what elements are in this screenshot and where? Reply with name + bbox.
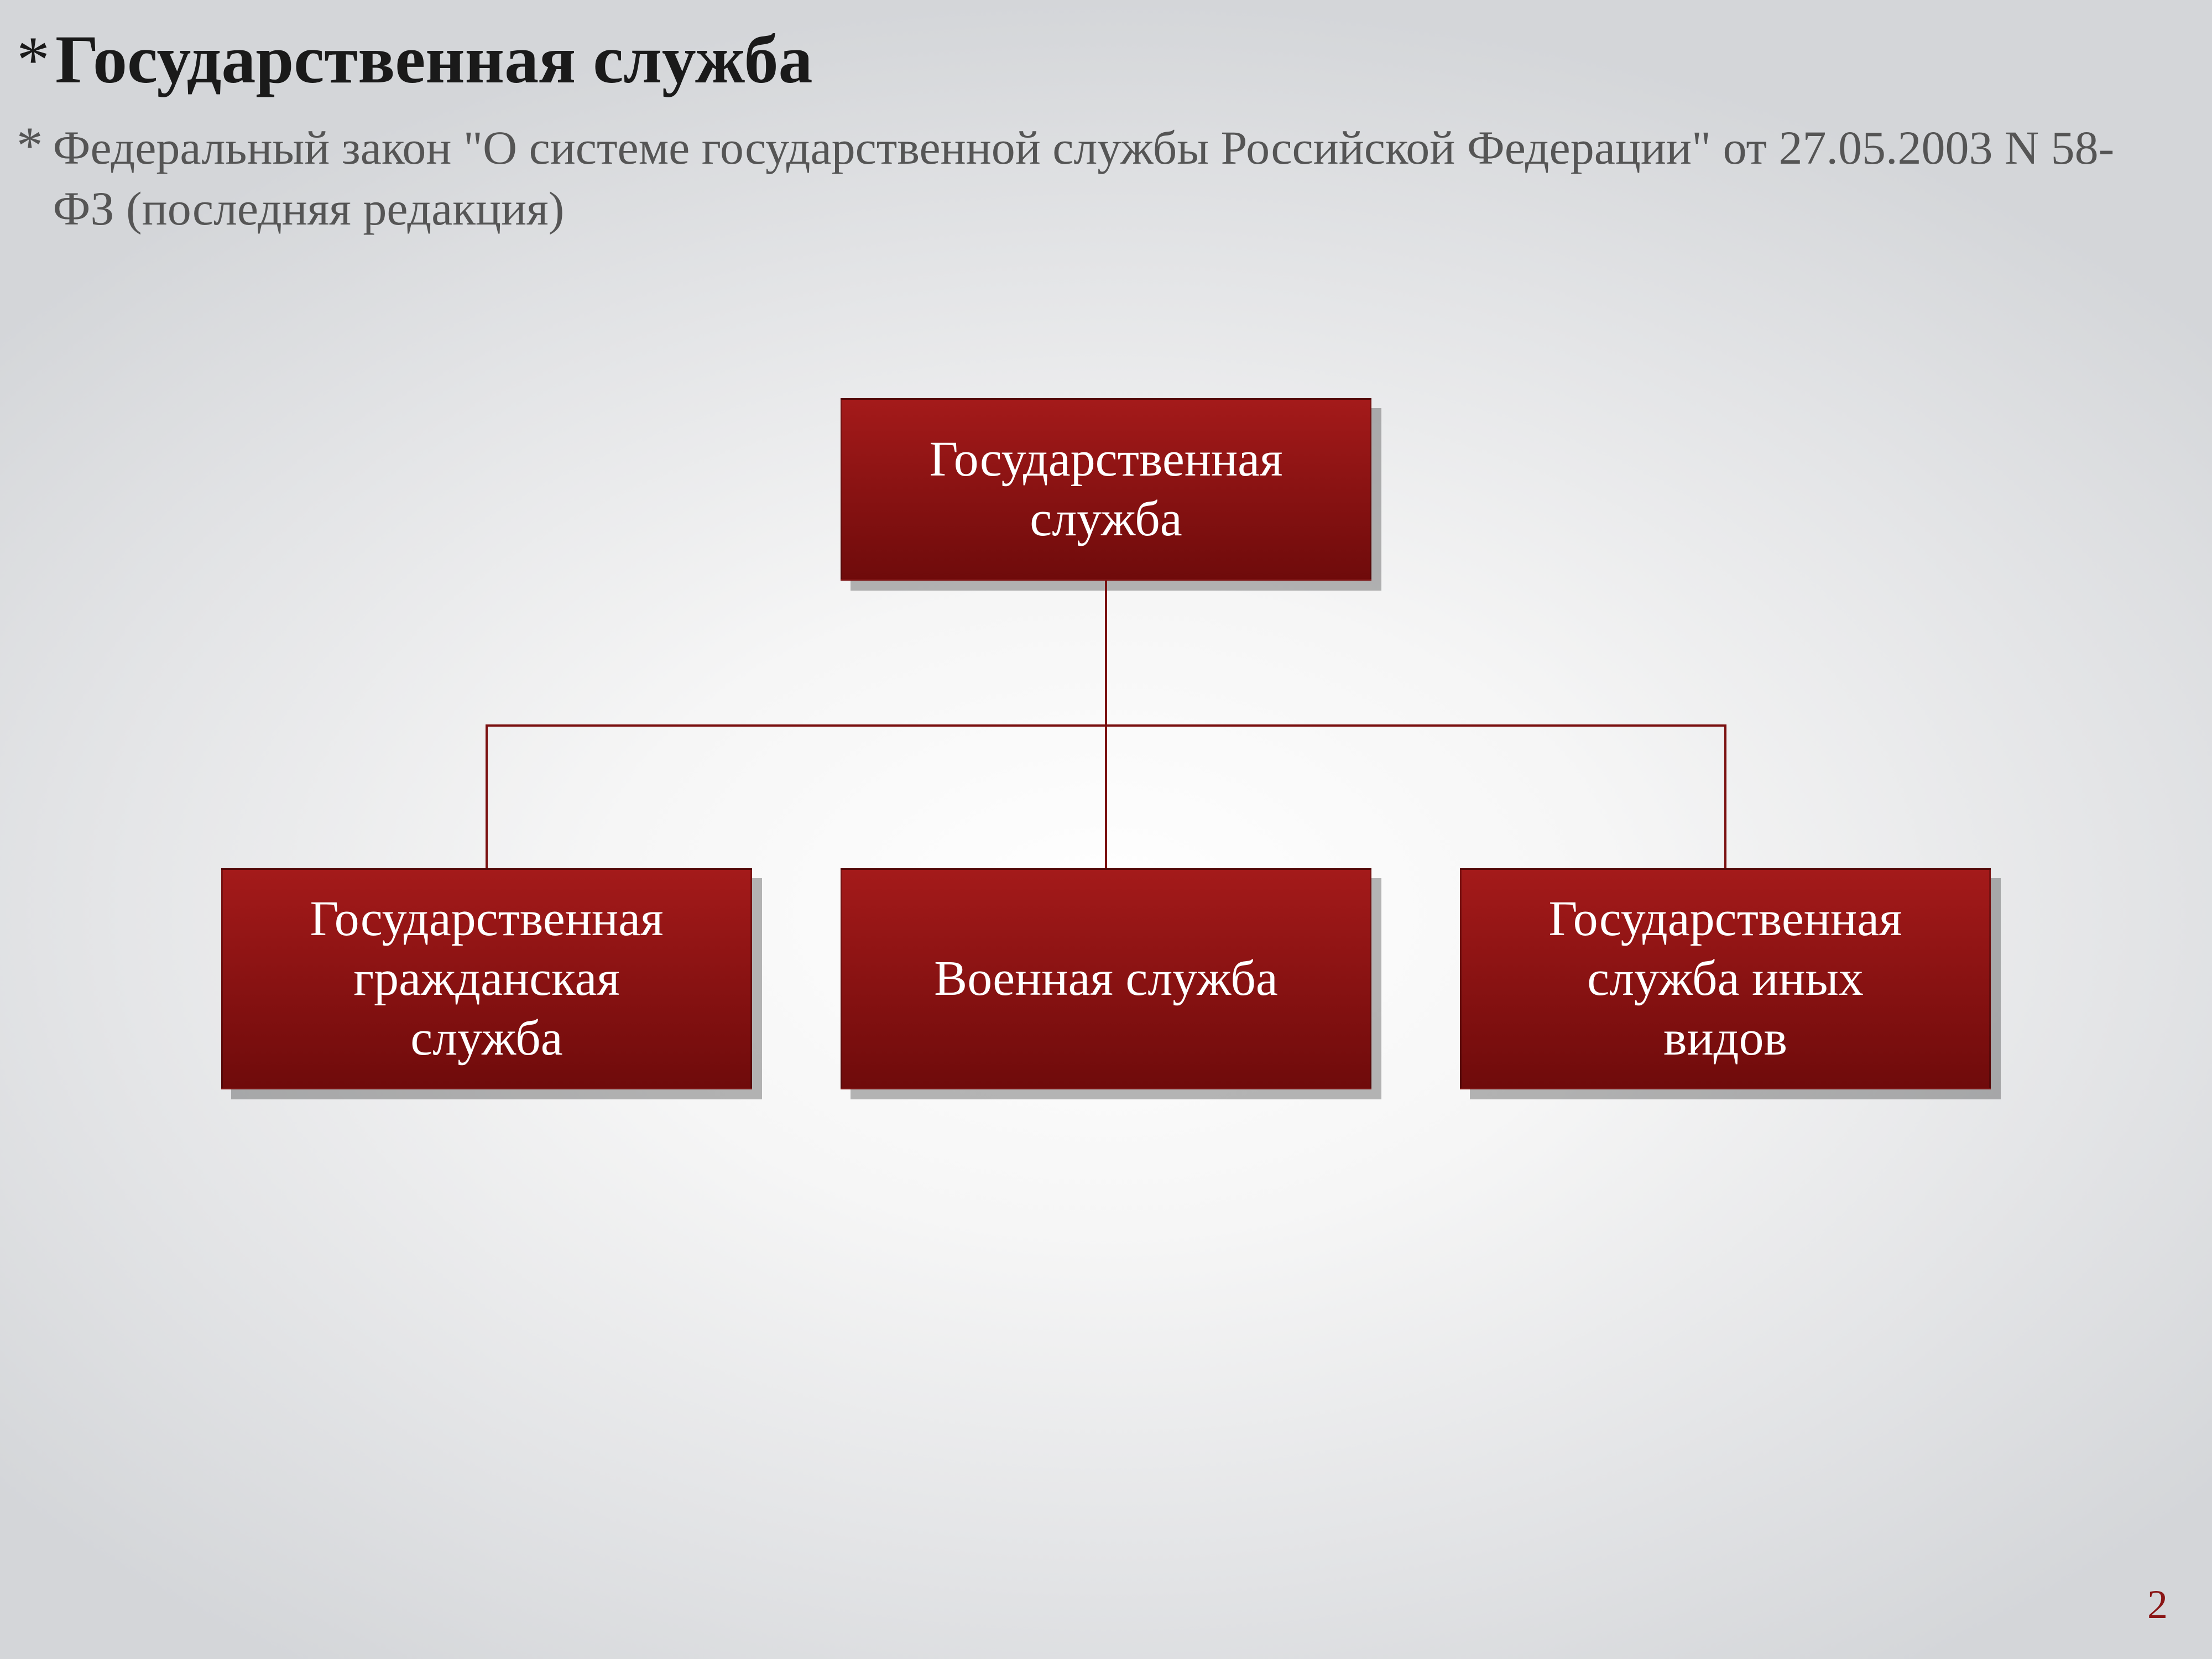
subtitle-row: * Федеральный закон "О системе государст… bbox=[17, 117, 2168, 239]
slide-subtitle: Федеральный закон "О системе государстве… bbox=[53, 117, 2168, 239]
org-chart-connectors bbox=[0, 581, 2212, 868]
connector-drop-0 bbox=[486, 724, 488, 868]
connector-vertical-stub bbox=[1105, 581, 1107, 724]
title-row: * Государственная служба bbox=[17, 22, 2179, 97]
org-chart-child-node: Государственная служба иных видов bbox=[1460, 868, 1991, 1089]
org-chart-child-node: Государственная гражданская служба bbox=[221, 868, 752, 1089]
org-chart-root-row: Государственная служба bbox=[0, 398, 2212, 581]
page-number: 2 bbox=[2147, 1582, 2168, 1629]
subtitle-bullet-icon: * bbox=[17, 119, 43, 172]
org-chart-child-node: Военная служба bbox=[841, 868, 1371, 1089]
org-chart: Государственная служба Государственная г… bbox=[0, 398, 2212, 1089]
title-bullet-icon: * bbox=[17, 27, 50, 93]
org-chart-children-row: Государственная гражданская служба Военн… bbox=[0, 868, 2212, 1089]
slide-title: Государственная служба bbox=[55, 22, 812, 97]
slide: * Государственная служба * Федеральный з… bbox=[0, 0, 2212, 1659]
connector-drop-2 bbox=[1724, 724, 1726, 868]
org-chart-root-node: Государственная служба bbox=[841, 398, 1371, 581]
connector-drop-1 bbox=[1105, 724, 1107, 868]
